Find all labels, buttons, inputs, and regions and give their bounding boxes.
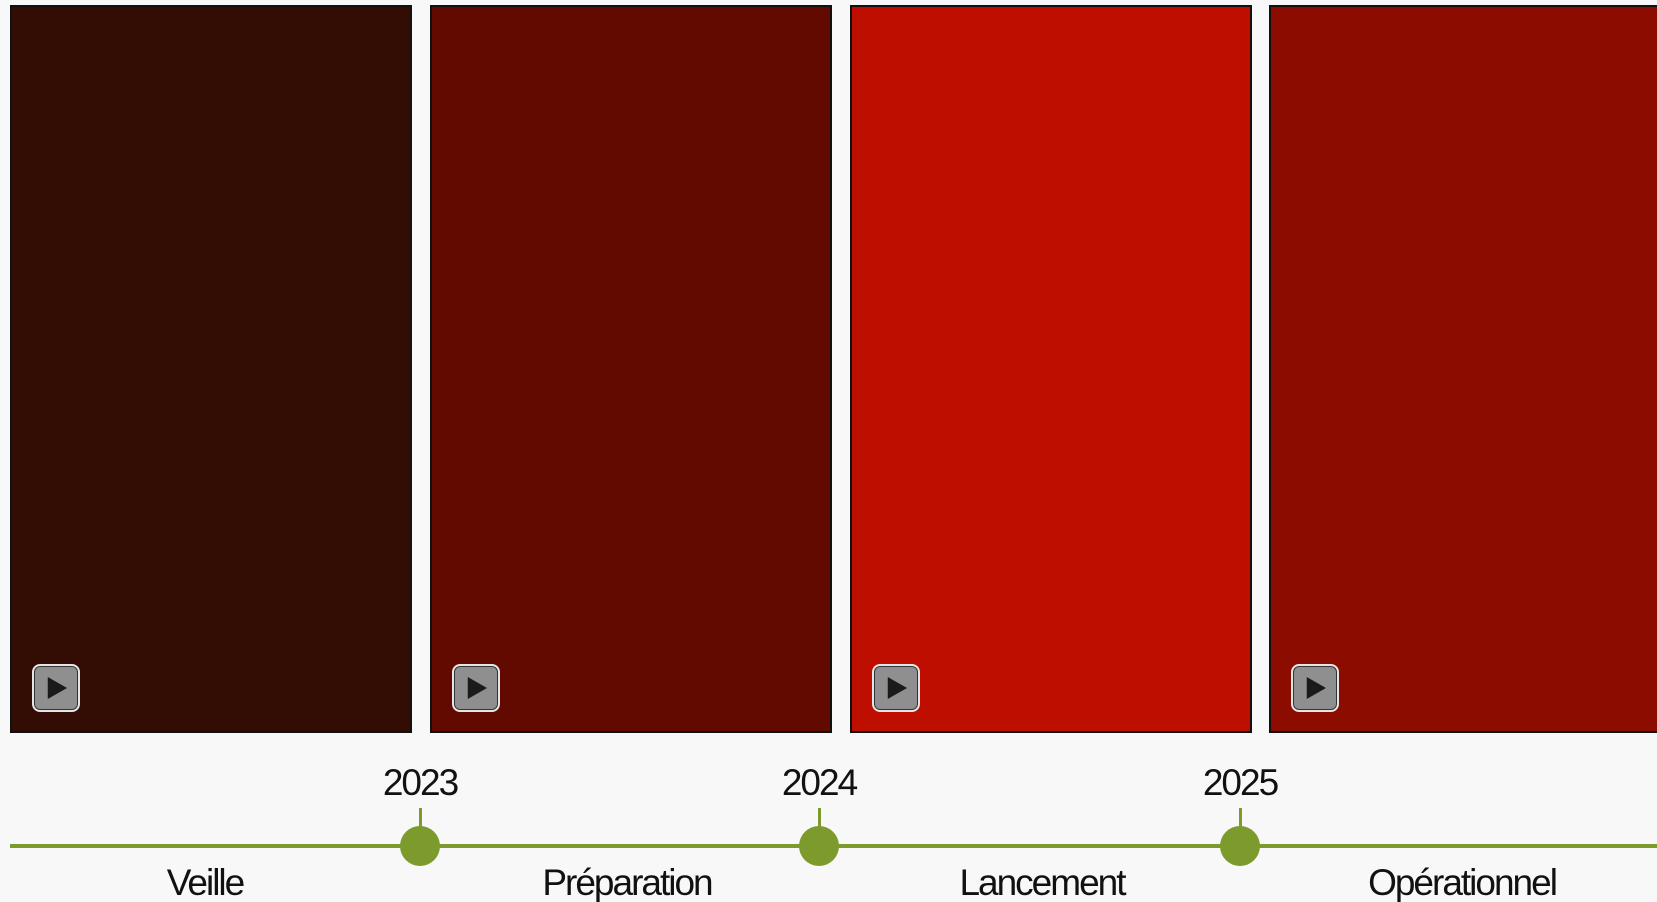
video-panels: [10, 5, 1657, 733]
milestone-2025: 2025: [1195, 740, 1285, 870]
video-panel-1[interactable]: [10, 5, 412, 733]
milestone-dot[interactable]: [1220, 826, 1260, 866]
milestone-tick: [419, 808, 422, 832]
year-label: 2024: [781, 762, 858, 803]
phase-label-preparation: Préparation: [542, 862, 713, 902]
video-panel-2[interactable]: [430, 5, 832, 733]
play-icon: [1306, 677, 1326, 699]
milestone-dot[interactable]: [799, 826, 839, 866]
phase-label-veille: Veille: [166, 862, 245, 902]
year-label: 2025: [1202, 762, 1279, 803]
video-panel-4[interactable]: [1269, 5, 1657, 733]
play-button-1[interactable]: [32, 664, 80, 712]
milestone-dot[interactable]: [400, 826, 440, 866]
video-panel-3[interactable]: [850, 5, 1252, 733]
timeline: 2023 2024 2025 Veille Préparation Lancem…: [0, 740, 1657, 902]
year-label: 2023: [382, 762, 459, 803]
play-button-2[interactable]: [452, 664, 500, 712]
milestone-2023: 2023: [375, 740, 465, 870]
play-icon: [467, 677, 487, 699]
milestone-2024: 2024: [774, 740, 864, 870]
phase-label-operationnel: Opérationnel: [1368, 862, 1558, 902]
phase-label-lancement: Lancement: [959, 862, 1126, 902]
play-icon: [887, 677, 907, 699]
milestone-tick: [818, 808, 821, 832]
play-button-3[interactable]: [872, 664, 920, 712]
play-icon: [47, 677, 67, 699]
play-button-4[interactable]: [1291, 664, 1339, 712]
milestone-tick: [1239, 808, 1242, 832]
